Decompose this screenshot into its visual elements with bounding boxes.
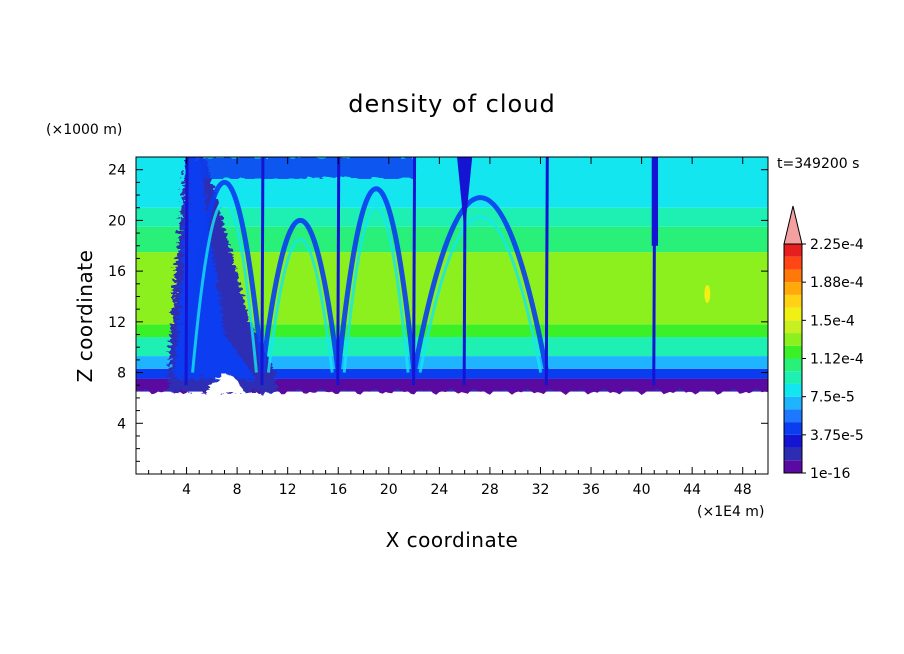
y-tick-label: 20	[108, 213, 126, 229]
colorbar-swatch	[784, 434, 802, 448]
x-tick-label: 48	[734, 482, 752, 498]
x-tick-label: 32	[532, 482, 550, 498]
x-tick-label: 12	[279, 482, 297, 498]
x-axis-label: X coordinate	[386, 528, 519, 552]
colorbar-swatch	[784, 282, 802, 295]
colorbar-swatch	[784, 269, 802, 283]
colorbar-label: 1.12e-4	[810, 352, 864, 368]
colorbar-swatch	[784, 256, 802, 270]
x-tick-label: 4	[182, 482, 191, 498]
local-max	[704, 284, 711, 303]
colorbar-label: 2.25e-4	[810, 237, 864, 253]
x-tick-label: 44	[683, 482, 701, 498]
plume-arc	[411, 195, 550, 374]
colorbar-swatch	[784, 358, 802, 372]
colorbar-label: 1.88e-4	[810, 275, 864, 291]
colorbar-swatch	[784, 409, 802, 423]
colorbar-label: 1.5e-4	[810, 313, 855, 329]
x-tick-label: 24	[430, 482, 448, 498]
plume-arc	[335, 186, 417, 373]
x-tick-label: 16	[329, 482, 347, 498]
colorbar-swatch	[784, 244, 802, 257]
x-tick-label: 20	[380, 482, 398, 498]
colorbar-label: 1e-16	[810, 466, 850, 482]
x-tick-label: 28	[481, 482, 499, 498]
cloud-base	[136, 378, 768, 395]
y-tick-label: 8	[117, 366, 126, 382]
y-tick-label: 24	[108, 163, 126, 179]
plume-column	[544, 157, 549, 386]
plume-arc-inner	[418, 215, 543, 373]
plume-column	[184, 157, 189, 386]
y-tick-label: 4	[117, 416, 126, 432]
x-tick-label: 8	[233, 482, 242, 498]
colorbar-extend-arrow	[783, 205, 803, 245]
colorbar-swatch	[784, 396, 802, 410]
field-layer	[136, 324, 768, 338]
x-axis: 4 8 12 16 20 24 28 32 36 40 44 48	[148, 157, 756, 498]
clear-gap	[205, 373, 245, 395]
colorbar-swatch	[784, 460, 802, 473]
x-axis-unit: (×1E4 m)	[697, 504, 764, 520]
x-tick-label: 40	[633, 482, 651, 498]
field-layer	[136, 368, 768, 379]
turbulence-inner	[173, 157, 257, 379]
y-tick-label: 12	[108, 315, 126, 331]
plot-area	[136, 157, 768, 474]
colorbar-swatch	[784, 345, 802, 359]
time-label: t=349200 s	[777, 156, 859, 172]
x-tick-label: 36	[582, 482, 600, 498]
plume-arc	[259, 218, 341, 373]
plume-column	[412, 157, 417, 386]
plume-arc-inner	[342, 206, 410, 373]
colorbar-swatch	[784, 422, 802, 435]
top-band	[186, 157, 415, 179]
colorbar: 1e-16 3.75e-5 7.5e-5 1.12e-4 1.5e-4 1.88e-4 2.…	[783, 205, 864, 482]
colorbar-swatch	[784, 371, 802, 384]
plume-arc	[184, 179, 265, 373]
y-axis-unit: (×1000 m)	[46, 122, 122, 138]
plume-column-41	[651, 157, 659, 246]
y-tick-label: 16	[108, 264, 126, 280]
field-layer	[136, 356, 768, 369]
plume-notch	[457, 157, 473, 234]
field-features	[136, 157, 768, 395]
plume-arc-inner	[266, 237, 334, 373]
plume-column	[260, 157, 265, 386]
colorbar-label: 3.75e-5	[810, 428, 864, 444]
chart-title: density of cloud	[348, 90, 555, 118]
colorbar-swatch	[784, 307, 802, 321]
y-axis-label: Z coordinate	[73, 250, 97, 383]
colorbar-swatch	[784, 294, 802, 308]
colorbar-swatch	[784, 320, 802, 334]
plume-column	[336, 157, 341, 386]
colorbar-label: 7.5e-5	[810, 390, 855, 406]
turbulent-region	[167, 157, 276, 392]
colorbar-swatch	[784, 383, 802, 397]
y-axis: 4 8 12 16 20 24	[108, 163, 768, 462]
colorbar-swatch	[784, 447, 802, 461]
colorbar-swatch	[784, 333, 802, 346]
plume-arc-inner	[191, 199, 258, 373]
field-layer	[136, 337, 768, 357]
